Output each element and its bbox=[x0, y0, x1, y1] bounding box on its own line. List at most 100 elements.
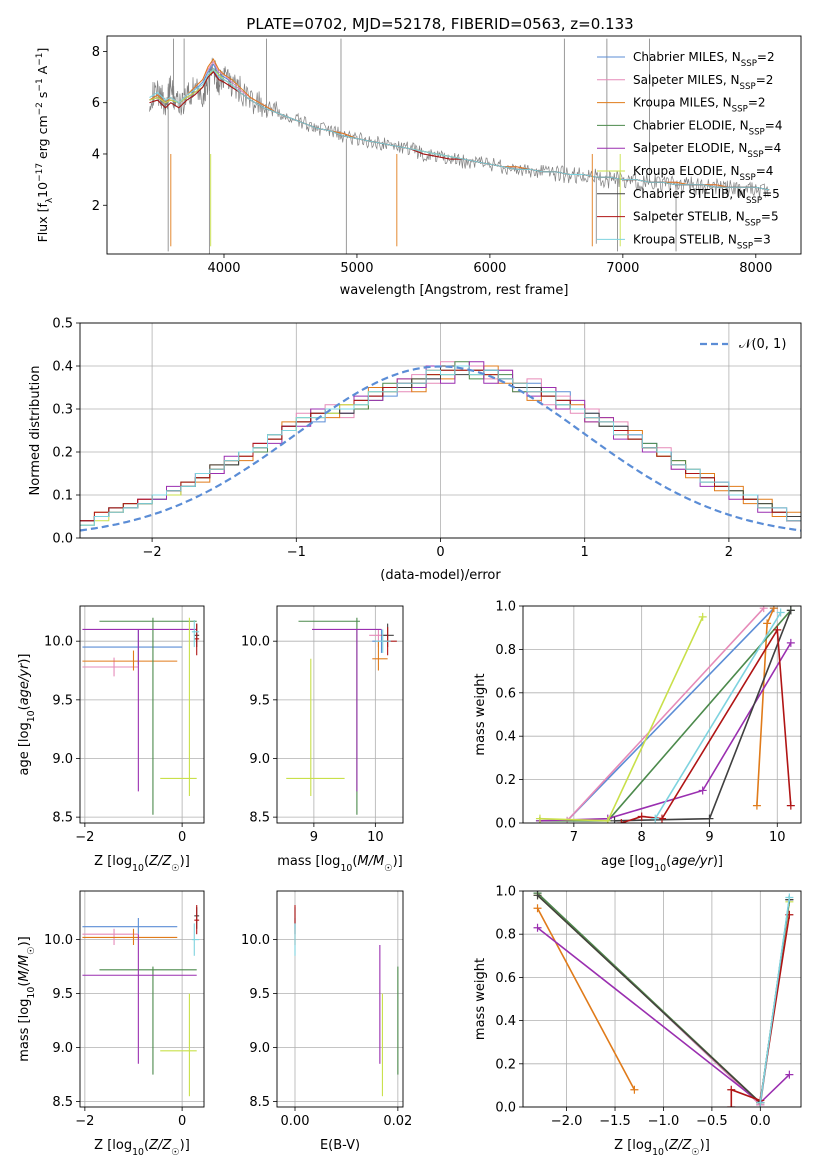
y-axis-label: age [log10(age/yr)] bbox=[17, 653, 37, 775]
y-tick-label: 9.5 bbox=[249, 987, 270, 1002]
y-tick-label: 8 bbox=[92, 45, 100, 60]
plot-area bbox=[80, 361, 801, 532]
y-tick-label: 10.0 bbox=[44, 635, 73, 650]
weight-point-4 bbox=[786, 638, 795, 647]
x-tick-label: 0 bbox=[436, 545, 444, 560]
panel-age-vs-Z: −2 0 8.5 9.0 9.5 10.0 Z [log10(Z/Z☉)] age [log1… bbox=[17, 605, 205, 874]
errorbar-4 bbox=[312, 628, 382, 792]
errorbar-5 bbox=[286, 658, 345, 797]
x-axis-label: Z [log10(Z/Z☉)] bbox=[94, 1138, 190, 1158]
panel-residuals: −2 −1 0 1 2 0.0 0.1 0.2 0.3 0.4 0.5 𝒩(0, 1) (data-mo… bbox=[28, 317, 802, 583]
y-tick-label: 0.2 bbox=[495, 773, 516, 788]
errorbar-2 bbox=[82, 928, 178, 945]
figure-title: PLATE=0702, MJD=52178, FIBERID=0563, z=0… bbox=[246, 15, 633, 33]
x-tick-label: 0.0 bbox=[750, 1114, 771, 1129]
gaussian-curve bbox=[80, 365, 801, 532]
x-tick-label: 0.00 bbox=[281, 1114, 310, 1129]
y-tick-label: 0.2 bbox=[495, 1057, 516, 1072]
plot-area bbox=[286, 617, 397, 815]
legend-label: Salpeter MILES, NSSP=2 bbox=[633, 73, 773, 92]
y-tick-label: 9.0 bbox=[52, 752, 73, 767]
weight-point-4 bbox=[785, 1070, 794, 1079]
y-tick-label: 2 bbox=[92, 199, 100, 214]
errorbar-8 bbox=[191, 620, 200, 648]
errorbar-1 bbox=[82, 657, 139, 677]
weight-point-4 bbox=[698, 786, 707, 795]
errorbar-3 bbox=[99, 617, 197, 815]
errorbar-4 bbox=[82, 628, 197, 792]
errorbar-4 bbox=[82, 934, 197, 1064]
y-tick-label: 4 bbox=[92, 147, 100, 162]
x-tick-label: 10 bbox=[367, 830, 384, 845]
y-tick-label: 0.8 bbox=[495, 643, 516, 658]
weight-point-6 bbox=[610, 816, 619, 823]
weight-line-8 bbox=[759, 897, 791, 1103]
weight-point-8 bbox=[651, 814, 660, 823]
legend-label: Chabrier MILES, NSSP=2 bbox=[633, 50, 775, 69]
x-axis-label: age [log10(age/yr)] bbox=[601, 854, 723, 874]
x-tick-label: 0 bbox=[178, 1114, 186, 1129]
x-tick-label: 6000 bbox=[473, 261, 506, 276]
y-tick-label: 0.4 bbox=[495, 730, 516, 745]
y-tick-label: 0.0 bbox=[495, 1101, 516, 1116]
x-tick-label: −1.0 bbox=[648, 1114, 680, 1129]
y-tick-label: 0.2 bbox=[52, 446, 73, 461]
plot-area bbox=[535, 606, 795, 823]
x-axis-label: wavelength [Angstrom, rest frame] bbox=[340, 283, 569, 298]
errorbar-5 bbox=[160, 617, 197, 797]
axes-frame bbox=[276, 890, 404, 1108]
weight-point-2 bbox=[630, 1085, 639, 1094]
x-tick-label: 10 bbox=[769, 830, 786, 845]
y-tick-label: 8.5 bbox=[249, 1095, 270, 1110]
x-axis-label: Z [log10(Z/Z☉)] bbox=[94, 854, 190, 874]
legend-label: Salpeter ELODIE, NSSP=4 bbox=[633, 141, 781, 160]
x-tick-label: 9 bbox=[310, 830, 318, 845]
panel-mass-weight-vs-age: 7 8 9 10 0.0 0.2 0.4 0.6 0.8 1.0 age [log10(age/yr… bbox=[473, 600, 802, 874]
weight-line-2 bbox=[536, 907, 636, 1091]
y-tick-label: 9.0 bbox=[249, 752, 270, 767]
weight-point-7 bbox=[617, 819, 626, 823]
weight-point-7 bbox=[786, 801, 795, 810]
y-axis-label: mass weight bbox=[473, 673, 488, 755]
x-tick-label: 9 bbox=[705, 830, 713, 845]
axes-frame bbox=[106, 35, 802, 255]
weight-line-1 bbox=[566, 607, 765, 822]
y-tick-label: 8.5 bbox=[52, 811, 73, 826]
y-tick-label: 0.6 bbox=[495, 686, 516, 701]
y-tick-label: 6 bbox=[92, 96, 100, 111]
y-tick-label: 9.5 bbox=[52, 693, 73, 708]
y-tick-label: 0.6 bbox=[495, 971, 516, 986]
axes-frame bbox=[276, 605, 404, 824]
errorbar-0 bbox=[82, 918, 178, 935]
weight-point-6 bbox=[786, 606, 795, 615]
y-axis-label: mass [log10(M/M☉)] bbox=[17, 936, 37, 1062]
weight-line-8 bbox=[654, 612, 782, 820]
x-tick-label: 8000 bbox=[739, 261, 772, 276]
axes-frame bbox=[522, 890, 802, 1108]
panel-mass-weight-vs-Z: −2.0 −1.5 −1.0 −0.5 0.0 0.0 0.2 0.4 0.6 0.8 1.0 Z [… bbox=[473, 885, 802, 1158]
x-tick-label: −2 bbox=[143, 545, 162, 560]
weight-point-8 bbox=[756, 1098, 765, 1107]
weight-point-4 bbox=[533, 923, 542, 932]
weight-point-7 bbox=[773, 625, 782, 634]
legend-label: Salpeter STELIB, NSSP=5 bbox=[633, 210, 779, 229]
legend-gaussian-label: 𝒩(0, 1) bbox=[739, 337, 786, 352]
y-tick-label: 10.0 bbox=[241, 933, 270, 948]
plot-area bbox=[533, 891, 794, 1107]
errorbar-7 bbox=[194, 905, 200, 935]
plot-area bbox=[294, 905, 399, 1097]
x-tick-label: −1 bbox=[287, 545, 306, 560]
weight-point-8 bbox=[785, 893, 794, 902]
axes-frame bbox=[79, 605, 205, 824]
y-tick-label: 1.0 bbox=[495, 885, 516, 900]
x-tick-label: −2 bbox=[75, 830, 94, 845]
y-tick-label: 9.0 bbox=[52, 1041, 73, 1056]
y-tick-label: 0.4 bbox=[495, 1014, 516, 1029]
legend: Chabrier MILES, NSSP=2 Salpeter MILES, NS… bbox=[597, 50, 782, 251]
y-tick-label: 9.0 bbox=[249, 1041, 270, 1056]
x-tick-label: 5000 bbox=[340, 261, 373, 276]
x-tick-label: 7000 bbox=[606, 261, 639, 276]
weight-point-2 bbox=[763, 619, 772, 628]
y-axis-label: Flux [fλ10−17 erg cm−2 s−1 A−1] bbox=[35, 48, 55, 243]
y-tick-label: 8.5 bbox=[249, 811, 270, 826]
